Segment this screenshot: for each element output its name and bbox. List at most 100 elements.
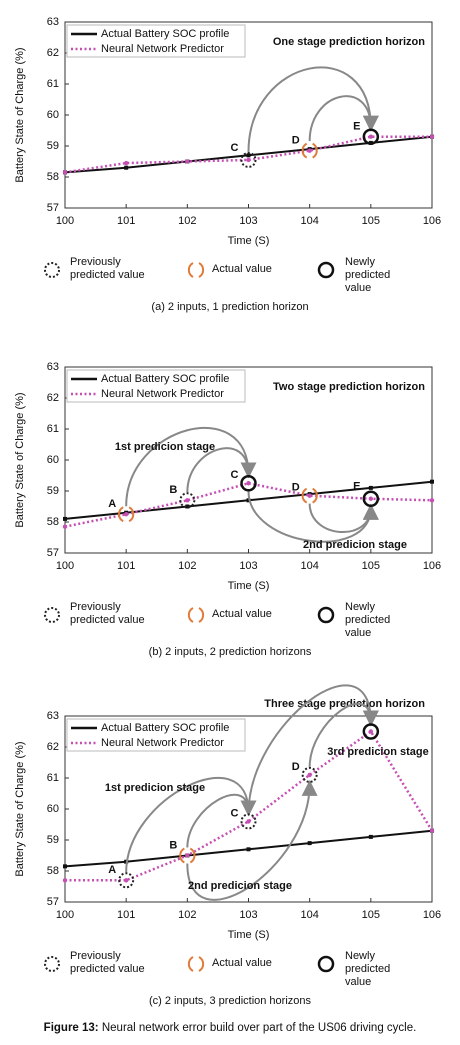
y-tick-label: 58 <box>47 516 59 528</box>
point-label: C <box>231 807 239 819</box>
x-tick-label: 105 <box>362 560 380 572</box>
vertex-marker <box>429 498 435 503</box>
new-marker <box>317 606 335 624</box>
point-label: C <box>231 142 239 154</box>
annotation: One stage prediction horizon <box>273 36 425 48</box>
vertex-marker <box>246 153 251 158</box>
previous-marker <box>240 151 257 168</box>
x-tick-label: 103 <box>239 909 257 921</box>
vertex-marker <box>123 160 129 166</box>
previous-marker <box>118 872 135 889</box>
stage-label: 2nd predicion stage <box>188 880 292 892</box>
arrow <box>186 793 257 848</box>
x-tick-label: 106 <box>423 215 441 227</box>
legend: Actual Battery SOC profile Neural Network… <box>66 718 246 752</box>
new-marker <box>362 723 380 740</box>
previous-marker <box>44 956 60 972</box>
previous-marker <box>301 766 318 783</box>
y-tick-label: 61 <box>47 423 59 435</box>
figure-caption-text: Neural network error build over part of … <box>101 1022 417 1034</box>
vertex-marker <box>246 819 251 824</box>
arrow <box>186 779 318 901</box>
legend-box <box>66 369 246 403</box>
point-label: B <box>169 484 177 496</box>
y-tick-label: 63 <box>47 710 59 722</box>
actual-marker <box>118 506 135 523</box>
x-tick-label: 100 <box>56 215 74 227</box>
arrow <box>247 66 379 152</box>
vertex-marker <box>368 729 374 734</box>
point-label: E <box>353 481 360 493</box>
legend-marker-label: Previously predicted value <box>70 256 145 281</box>
legend-label: Neural Network Predictor <box>101 43 224 55</box>
arrow <box>125 777 257 873</box>
figure-label: Figure 13: <box>43 1022 99 1034</box>
legend-marker-label: Previously predicted value <box>70 601 145 626</box>
arrow <box>308 702 379 767</box>
x-axis-label: Time (S) <box>228 929 270 941</box>
point-label: A <box>108 864 116 876</box>
previous-marker <box>44 607 60 623</box>
chart-caption: (b) 2 inputs, 2 prediction horizons <box>149 646 312 658</box>
legend-label: Neural Network Predictor <box>101 388 224 400</box>
vertex-marker <box>62 878 68 883</box>
y-tick-label: 63 <box>47 16 59 28</box>
point-label: D <box>292 482 300 494</box>
x-axis-label: Time (S) <box>228 235 270 247</box>
point-label: E <box>353 121 360 133</box>
vertex-marker <box>307 148 312 153</box>
new-marker <box>240 475 257 492</box>
x-tick-label: 106 <box>423 560 441 572</box>
vertex-marker <box>307 841 312 846</box>
previous-marker <box>240 813 257 830</box>
legend: Actual Battery SOC profile Neural Network… <box>66 369 246 403</box>
legend-marker-label: Newly predicted value <box>345 256 391 294</box>
vertex-marker <box>246 481 251 486</box>
vertex-marker <box>63 516 67 521</box>
y-tick-label: 63 <box>47 361 59 373</box>
vertex-marker <box>63 864 67 869</box>
y-tick-label: 61 <box>47 772 59 784</box>
new-marker <box>317 955 335 973</box>
vertex-marker <box>123 878 129 883</box>
y-tick-label: 61 <box>47 78 59 90</box>
vertex-marker <box>368 834 373 839</box>
x-tick-label: 105 <box>362 215 380 227</box>
x-tick-label: 103 <box>239 215 257 227</box>
x-tick-label: 100 <box>56 909 74 921</box>
actual-marker <box>187 262 205 278</box>
vertex-marker <box>429 828 435 833</box>
y-tick-label: 59 <box>47 834 59 846</box>
new-marker <box>317 261 335 279</box>
legend-marker-label: Actual value <box>212 608 272 620</box>
vertex-marker <box>246 847 251 852</box>
y-axis-label: Battery State of Charge (%) <box>14 47 26 182</box>
arrow <box>125 426 257 507</box>
y-tick-label: 60 <box>47 803 59 815</box>
vertex-marker <box>123 512 129 517</box>
legend: Actual Battery SOC profile Neural Network… <box>66 24 246 58</box>
chart-caption: (a) 2 inputs, 1 prediction horizon <box>151 301 308 313</box>
legend-box <box>66 24 246 58</box>
vertex-marker <box>307 493 312 498</box>
x-tick-label: 101 <box>117 215 135 227</box>
y-tick-label: 60 <box>47 454 59 466</box>
vertex-marker <box>185 498 190 503</box>
y-tick-label: 58 <box>47 171 59 183</box>
annotation: Two stage prediction horizon <box>273 381 425 393</box>
actual-marker <box>301 487 318 504</box>
point-label: D <box>292 135 300 147</box>
x-tick-label: 103 <box>239 560 257 572</box>
y-tick-label: 62 <box>47 392 59 404</box>
stage-label: 3rd predicion stage <box>327 746 428 758</box>
stage-label: 1st predicion stage <box>105 782 205 794</box>
y-tick-label: 60 <box>47 109 59 121</box>
y-tick-label: 57 <box>47 896 59 908</box>
point-label: B <box>169 839 177 851</box>
vertex-marker <box>368 496 374 501</box>
vertex-marker <box>62 170 68 175</box>
legend-label: Actual Battery SOC profile <box>101 28 229 40</box>
actual-marker <box>187 607 205 623</box>
y-tick-label: 57 <box>47 547 59 559</box>
